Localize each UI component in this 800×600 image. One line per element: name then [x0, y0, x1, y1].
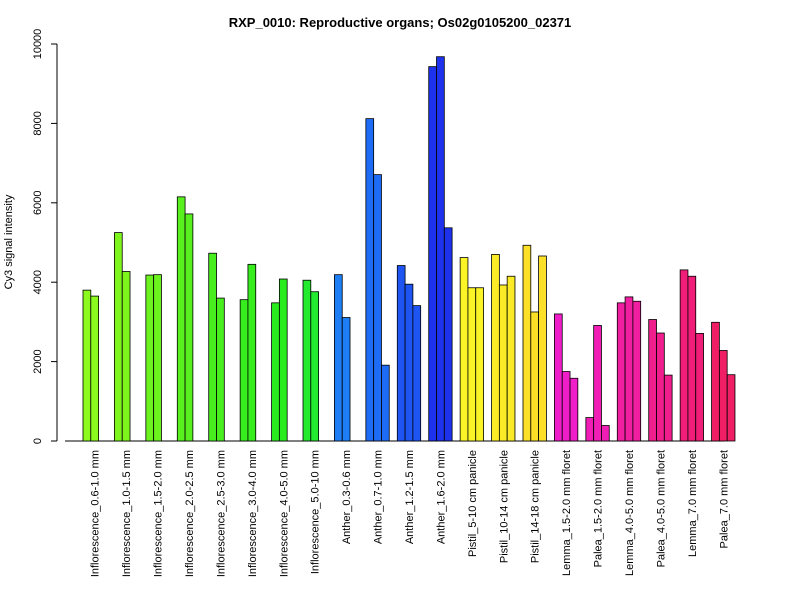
bar	[381, 364, 390, 442]
x-category-label: Palea_1.5-2.0 mm floret	[593, 450, 605, 567]
x-category-label: Inflorescence_3.0-4.0 mm	[247, 450, 259, 577]
bar	[302, 279, 312, 442]
bar	[176, 196, 186, 442]
bar	[593, 325, 602, 442]
bar	[554, 313, 563, 442]
x-category-label: Inflorescence_1.5-2.0 mm	[153, 450, 165, 577]
bar	[82, 289, 92, 442]
y-tick-label: 8000	[32, 111, 44, 135]
bar	[184, 213, 194, 442]
x-category-label: Lemma_4.0-5.0 mm floret	[624, 450, 636, 576]
bar	[341, 317, 351, 442]
bar	[404, 283, 414, 442]
x-category-label: Anther_1.2-1.5 mm	[404, 450, 416, 544]
bar	[561, 371, 571, 442]
bar	[616, 302, 626, 442]
bar	[687, 275, 697, 442]
bar	[208, 252, 217, 442]
bar	[271, 302, 280, 442]
bar	[334, 274, 343, 442]
y-tick-label: 4000	[32, 270, 44, 294]
bar	[663, 374, 673, 442]
bar	[538, 255, 547, 442]
y-tick-label: 2000	[32, 349, 44, 373]
x-category-label: Inflorescence_2.0-2.5 mm	[184, 450, 196, 577]
bar	[90, 295, 100, 442]
y-axis-ticks: 0 2000 4000 6000 8000 10000	[32, 29, 57, 444]
bar	[491, 254, 500, 442]
x-category-label: Inflorescence_1.0-1.5 mm	[121, 450, 133, 577]
x-category-label: Anther_0.3-0.6 mm	[341, 450, 353, 544]
x-category-label: Palea_7.0 mm floret	[718, 450, 730, 548]
bar	[648, 319, 657, 442]
bar	[153, 274, 162, 442]
bar	[695, 333, 704, 442]
bar	[412, 305, 422, 442]
y-tick-label: 6000	[32, 191, 44, 215]
chart-title: RXP_0010: Reproductive organs; Os02g0105…	[229, 15, 572, 30]
category-labels: Inflorescence_0.6-1.0 mm Inflorescence_1.…	[90, 450, 731, 577]
bar	[467, 287, 477, 442]
bar	[278, 278, 288, 442]
y-tick-label: 0	[32, 438, 44, 444]
bar	[601, 425, 610, 442]
bar	[632, 300, 642, 442]
bar	[522, 244, 532, 442]
x-category-label: Anther_0.7-1.0 mm	[373, 450, 385, 544]
x-category-label: Anther_1.6-2.0 mm	[435, 450, 447, 544]
bar	[365, 118, 375, 442]
bar	[506, 275, 516, 442]
bar	[475, 287, 484, 442]
bar	[624, 296, 634, 442]
bar	[310, 291, 319, 442]
bar	[239, 299, 249, 442]
bar	[585, 417, 595, 442]
bar	[726, 374, 736, 442]
x-category-label: Inflorescence_4.0-5.0 mm	[278, 450, 290, 577]
bar	[711, 321, 720, 442]
y-axis-label: Cy3 signal intensity	[3, 194, 15, 289]
x-category-label: Pistil_10-14 cm panicle	[498, 450, 510, 563]
x-category-label: Pistil_5-10 cm panicle	[467, 450, 479, 557]
bar	[247, 263, 257, 442]
bar	[718, 350, 728, 442]
bars	[82, 56, 736, 442]
x-category-label: Pistil_14-18 cm panicle	[530, 450, 542, 563]
bar	[498, 284, 508, 442]
x-category-label: Inflorescence_2.5-3.0 mm	[215, 450, 227, 577]
bar	[216, 297, 225, 442]
bar	[436, 56, 445, 442]
bar	[679, 269, 689, 442]
x-category-label: Inflorescence_5.0-10 mm	[310, 450, 322, 574]
bar	[145, 274, 155, 442]
bar	[396, 265, 406, 442]
bar	[459, 257, 469, 442]
bar	[373, 174, 382, 442]
bar	[121, 271, 131, 442]
x-category-label: Lemma_7.0 mm floret	[687, 450, 699, 557]
bar	[114, 232, 123, 442]
bar	[569, 377, 579, 442]
x-category-label: Inflorescence_0.6-1.0 mm	[90, 450, 102, 577]
bar	[530, 311, 539, 442]
x-category-label: Lemma_1.5-2.0 mm floret	[561, 450, 573, 576]
bar	[656, 332, 665, 442]
y-tick-label: 10000	[32, 29, 44, 60]
bar	[443, 227, 453, 442]
x-category-label: Palea_4.0-5.0 mm floret	[655, 450, 667, 567]
bar	[428, 66, 437, 442]
